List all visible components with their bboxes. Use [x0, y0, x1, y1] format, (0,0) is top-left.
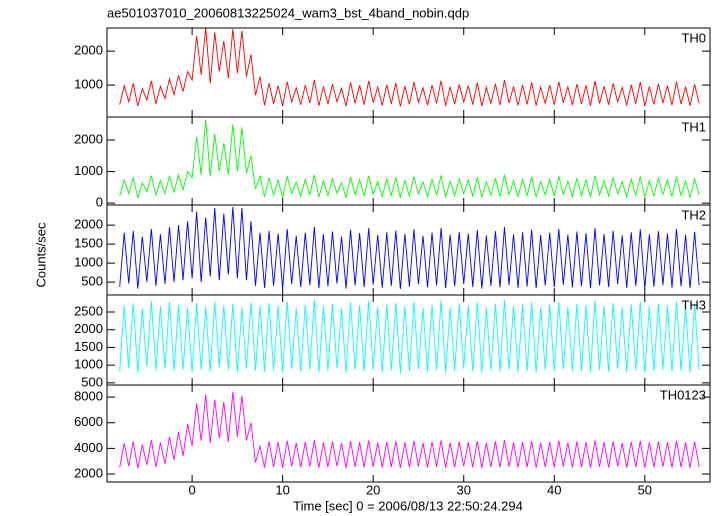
y-tick-label: 1500: [74, 236, 103, 251]
x-tick-label: 20: [366, 482, 380, 497]
y-tick-label: 2000: [74, 131, 103, 146]
chart-title: ae501037010_20060813225024_wam3_bst_4ban…: [107, 5, 469, 20]
y-tick-label: 500: [81, 374, 103, 389]
y-tick-label: 2500: [74, 303, 103, 318]
data-line: [119, 391, 700, 469]
y-tick-label: 1000: [74, 163, 103, 178]
y-tick-label: 8000: [74, 388, 103, 403]
panel-label: TH2: [681, 207, 706, 222]
y-tick-label: 1000: [74, 77, 103, 92]
y-tick-label: 2000: [74, 43, 103, 58]
data-line: [119, 119, 700, 200]
data-line: [119, 28, 700, 107]
x-tick-label: 0: [188, 482, 195, 497]
panel-label: TH0: [681, 30, 706, 45]
y-tick-label: 1000: [74, 255, 103, 270]
panel-label: TH1: [681, 119, 706, 134]
x-tick-label: 30: [456, 482, 470, 497]
panel-label: TH3: [681, 297, 706, 312]
x-tick-label: 10: [275, 482, 289, 497]
y-tick-label: 0: [96, 195, 103, 210]
y-tick-label: 6000: [74, 414, 103, 429]
y-axis-label: Counts/sec: [33, 222, 48, 288]
panel-label: TH0123: [660, 387, 706, 402]
y-tick-label: 4000: [74, 440, 103, 455]
y-tick-label: 1500: [74, 339, 103, 354]
y-tick-label: 500: [81, 274, 103, 289]
y-tick-label: 2000: [74, 465, 103, 480]
data-line: [119, 299, 700, 374]
x-tick-label: 40: [547, 482, 561, 497]
y-tick-label: 2000: [74, 321, 103, 336]
panel-frame: [106, 384, 711, 483]
data-line: [119, 206, 700, 289]
y-tick-label: 2000: [74, 217, 103, 232]
x-tick-label: 50: [638, 482, 652, 497]
x-axis-label: Time [sec] 0 = 2006/08/13 22:50:24.294: [293, 498, 523, 513]
y-tick-label: 1000: [74, 357, 103, 372]
